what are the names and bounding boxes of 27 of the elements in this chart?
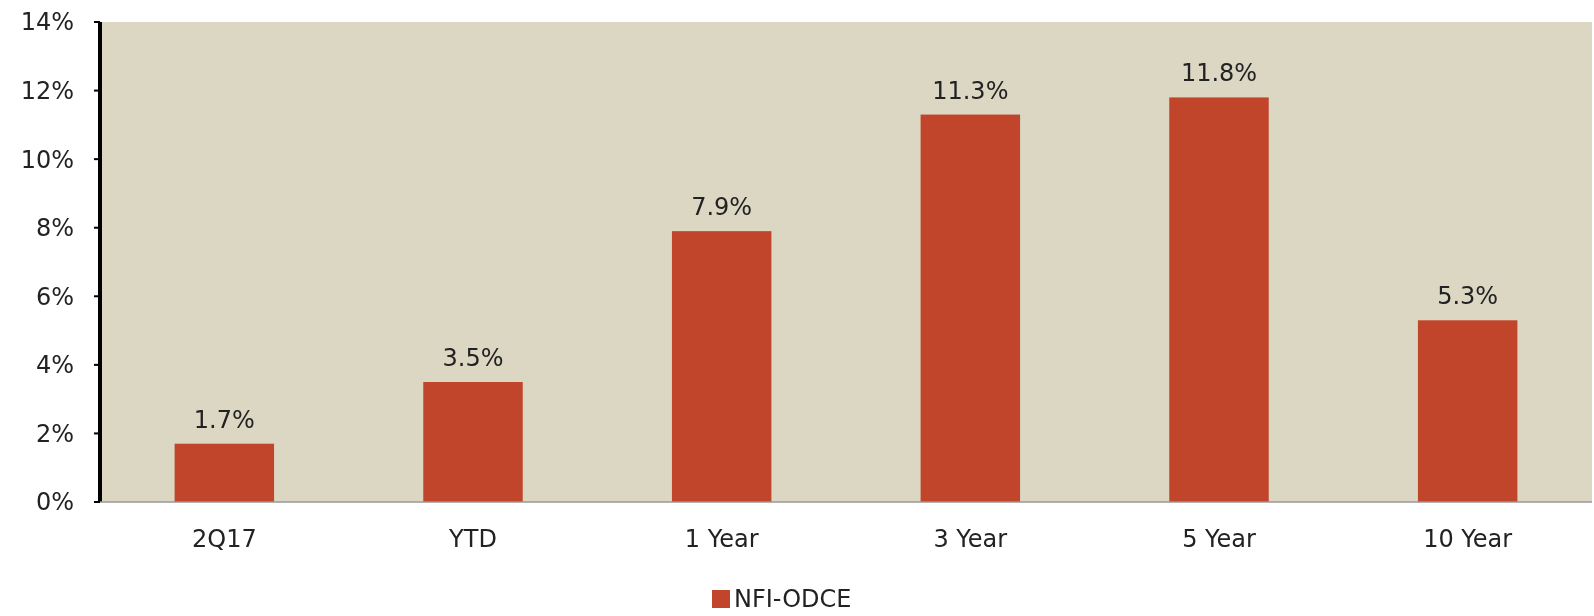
y-tick-label: 0% [35, 488, 74, 517]
bar [1169, 97, 1269, 502]
y-tick-label: 4% [35, 351, 74, 380]
text: 5.3% [1437, 282, 1499, 311]
text: 3.5% [442, 344, 504, 372]
bar [174, 443, 275, 502]
y-tick-label: 6% [35, 282, 74, 311]
bar [920, 114, 1021, 502]
x-tick-label: 1 Year [684, 525, 759, 553]
x-tick-label: YTD [448, 525, 497, 553]
text: 7.9% [691, 193, 753, 222]
x-tick-label: 10 Year [1423, 525, 1513, 553]
x-tick-label: 5 Year [1182, 525, 1256, 553]
text: 11.8% [1180, 59, 1258, 88]
bar [423, 382, 523, 502]
y-tick-label: 10% [20, 145, 74, 174]
text: 11.3% [932, 76, 1009, 105]
y-tick-label: 14% [20, 8, 74, 37]
x-tick-label: 2Q17 [191, 525, 257, 553]
y-tick-label: 8% [35, 214, 74, 243]
y-tick-label: 2% [35, 419, 74, 448]
x-tick-label: 3 Year [933, 525, 1008, 553]
bar [1417, 320, 1518, 502]
bar [671, 231, 772, 502]
legend-label: NFI-ODCE [734, 585, 852, 613]
text: 1.7% [193, 405, 255, 434]
y-tick-label: 12% [20, 76, 74, 105]
